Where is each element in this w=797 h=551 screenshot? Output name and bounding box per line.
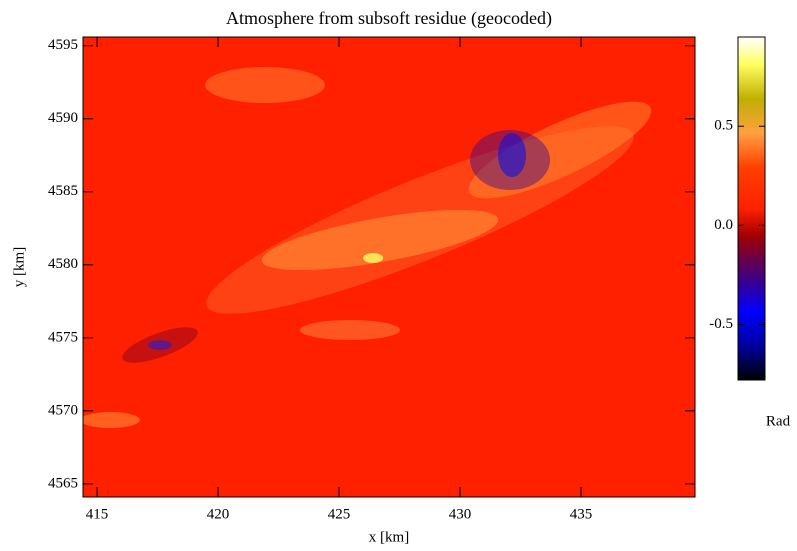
plot-frame (82, 36, 696, 498)
x-tick-label: 420 (207, 506, 230, 522)
y-tick-label: 4565 (48, 475, 78, 491)
texture (261, 209, 499, 271)
chart-title: Atmosphere from subsoft residue (geocode… (226, 8, 552, 29)
y-tick-label: 4595 (48, 37, 78, 53)
y-tick-label: 4585 (48, 183, 78, 199)
x-tick-label: 435 (570, 506, 593, 522)
y-tick-label: 4575 (48, 329, 78, 345)
texture (363, 253, 383, 263)
texture (83, 412, 140, 428)
x-tick-label: 415 (86, 506, 109, 522)
image (83, 37, 695, 497)
colorbar (737, 36, 766, 381)
x-tick-label: 430 (449, 506, 472, 522)
texture (498, 133, 526, 177)
colorbar-tick-label: 0.5 (714, 118, 733, 134)
texture (300, 320, 400, 340)
colorbar-label: Rad (766, 413, 791, 429)
y-axis-label: y [km] (11, 247, 27, 287)
x-axis-label: x [km] (369, 529, 409, 545)
colorbar-tick-label: -0.5 (709, 316, 733, 332)
y-tick-label: 4570 (48, 402, 78, 418)
y-tick-label: 4590 (48, 110, 78, 126)
x-tick-label: 425 (328, 506, 351, 522)
texture (205, 67, 325, 103)
y-tick-label: 4580 (48, 256, 78, 272)
texture (148, 340, 172, 350)
colorbar-tick-label: 0.0 (714, 217, 733, 233)
